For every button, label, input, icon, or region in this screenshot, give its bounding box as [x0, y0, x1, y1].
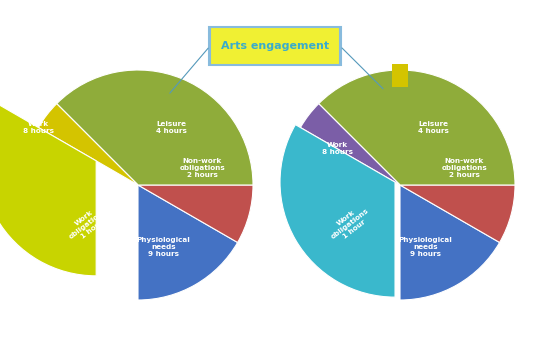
- Wedge shape: [300, 104, 400, 185]
- Wedge shape: [138, 185, 237, 300]
- Text: Leisure
4 hours: Leisure 4 hours: [156, 121, 187, 134]
- Text: Work
8 hours: Work 8 hours: [23, 121, 54, 134]
- Wedge shape: [280, 125, 395, 297]
- Wedge shape: [39, 104, 138, 185]
- Text: Arts engagement: Arts engagement: [221, 41, 329, 51]
- Text: Work
8 hours: Work 8 hours: [322, 142, 353, 155]
- Text: Non-work
obligations
2 hours: Non-work obligations 2 hours: [180, 158, 225, 178]
- FancyBboxPatch shape: [209, 27, 341, 65]
- Text: Leisure
4 hours: Leisure 4 hours: [418, 121, 449, 134]
- Wedge shape: [400, 185, 500, 300]
- Wedge shape: [0, 103, 96, 276]
- Text: Work
obligations
1 hour: Work obligations 1 hour: [326, 202, 374, 245]
- FancyBboxPatch shape: [392, 64, 408, 87]
- Text: Physiological
needs
9 hours: Physiological needs 9 hours: [399, 237, 452, 257]
- Text: Non-work
obligations
2 hours: Non-work obligations 2 hours: [441, 158, 487, 178]
- Text: Physiological
needs
9 hours: Physiological needs 9 hours: [137, 237, 191, 257]
- Wedge shape: [318, 70, 515, 185]
- Text: Work
obligations
1 hour: Work obligations 1 hour: [63, 202, 112, 245]
- Wedge shape: [57, 70, 253, 185]
- Wedge shape: [400, 185, 515, 243]
- Wedge shape: [138, 185, 253, 243]
